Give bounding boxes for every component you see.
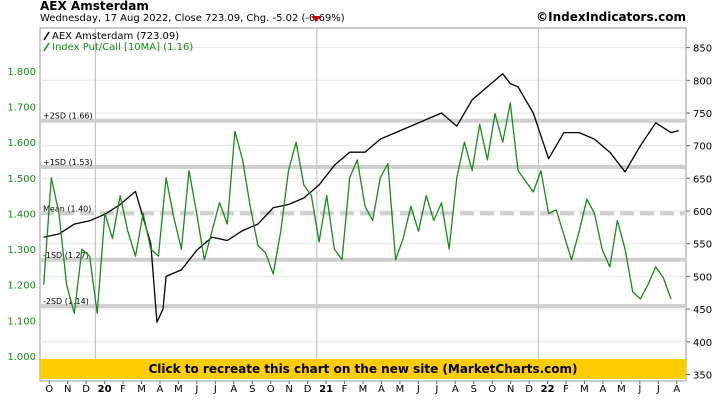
reference-label: -2SD (1.14) [43, 297, 89, 306]
x-tick-label: D [82, 384, 90, 395]
x-tick-label: N [507, 384, 514, 395]
brand-label: ©IndexIndicators.com [536, 10, 686, 24]
right-axis: 350 400 450 500 550 600 650 700 750 800 850 [686, 44, 712, 381]
x-tick-label: O [488, 384, 496, 395]
left-axis: 1.000 1.100 1.200 1.300 1.400 1.500 1.600 1.700… [7, 67, 36, 363]
x-tick-label: D [525, 384, 533, 395]
chart-title: AEX Amsterdam [40, 0, 149, 13]
x-tick-label: A [600, 384, 607, 395]
right-tick-label: 650 [693, 174, 712, 185]
x-tick-label: A [452, 384, 459, 395]
x-tick-label: N [285, 384, 292, 395]
left-tick-label: 1.000 [7, 352, 36, 363]
left-tick-label: 1.800 [7, 67, 36, 78]
right-tick-label: 550 [693, 240, 712, 251]
x-tick-label: 22 [541, 384, 555, 395]
left-tick-label: 1.700 [7, 102, 36, 113]
right-tick-label: 800 [693, 76, 712, 87]
left-tick-label: 1.300 [7, 245, 36, 256]
x-tick-label: A [673, 384, 680, 395]
reference-label: +2SD (1.66) [43, 112, 93, 121]
right-tick-label: 850 [693, 44, 712, 55]
x-tick-label: D [304, 384, 312, 395]
left-tick-label: 1.600 [7, 138, 36, 149]
x-tick-label: J [213, 384, 217, 395]
x-tick-label: J [656, 384, 660, 395]
x-tick-label: A [230, 384, 237, 395]
x-tick-label: M [174, 384, 183, 395]
chart-subtitle: Wednesday, 17 Aug 2022, Close 723.09, Ch… [40, 13, 345, 24]
x-tick-label: F [120, 384, 126, 395]
x-tick-label: M [396, 384, 405, 395]
x-tick-label: F [342, 384, 348, 395]
banner-background [40, 359, 686, 379]
x-tick-label: S [249, 384, 255, 395]
right-tick-label: 450 [693, 305, 712, 316]
x-tick-label: O [45, 384, 53, 395]
putcall-series-line [43, 102, 672, 314]
right-tick-label: 700 [693, 142, 712, 153]
x-tick-label: A [378, 384, 385, 395]
right-tick-label: 400 [693, 338, 712, 349]
x-tick-label: F [563, 384, 569, 395]
legend: AEX Amsterdam (723.09) Index Put/Call [1… [43, 31, 193, 53]
right-tick-label: 750 [693, 109, 712, 120]
x-tick-label: N [64, 384, 71, 395]
x-tick-label: 21 [319, 384, 333, 395]
legend-label-aex: AEX Amsterdam (723.09) [52, 31, 179, 42]
x-tick-label: J [434, 384, 438, 395]
x-tick-label: M [580, 384, 589, 395]
left-tick-label: 1.100 [7, 316, 36, 327]
grid-lines [40, 28, 686, 375]
aex-series-line [43, 73, 679, 323]
x-tick-label: M [137, 384, 146, 395]
x-tick-label: J [637, 384, 641, 395]
x-tick-label: M [617, 384, 626, 395]
reference-label: Mean (1.40) [43, 204, 91, 213]
reference-label: -1SD (1.27) [43, 251, 89, 260]
left-tick-label: 1.400 [7, 209, 36, 220]
x-tick-label: S [471, 384, 477, 395]
legend-label-putcall: Index Put/Call [10MA] (1.16) [52, 42, 193, 53]
reference-label: +1SD (1.53) [43, 158, 93, 167]
x-tick-label: M [359, 384, 368, 395]
legend-swatch-putcall [43, 42, 50, 52]
banner-text: Click to recreate this chart on the new … [148, 362, 577, 376]
left-tick-label: 1.200 [7, 281, 36, 292]
plot-frame [39, 27, 687, 382]
x-tick-label: A [157, 384, 164, 395]
recreate-chart-link[interactable]: Click to recreate this chart on the new … [40, 359, 686, 379]
series-layer [43, 73, 679, 323]
left-tick-label: 1.500 [7, 174, 36, 185]
legend-swatch-aex [43, 31, 50, 41]
down-triangle-icon [311, 16, 321, 22]
x-axis: O N D 20 F M A M J J A S O N D 21 F M A M J J A S O N D 22 F M A M J J A [45, 381, 680, 395]
x-tick-label: J [194, 384, 198, 395]
x-tick-label: 20 [98, 384, 112, 395]
right-tick-label: 500 [693, 272, 712, 283]
right-tick-label: 350 [693, 370, 712, 381]
reference-bands: +2SD (1.66) +1SD (1.53) Mean (1.40) -1SD (1… [40, 112, 686, 309]
right-tick-label: 600 [693, 207, 712, 218]
x-tick-label: J [416, 384, 420, 395]
x-tick-label: O [267, 384, 275, 395]
